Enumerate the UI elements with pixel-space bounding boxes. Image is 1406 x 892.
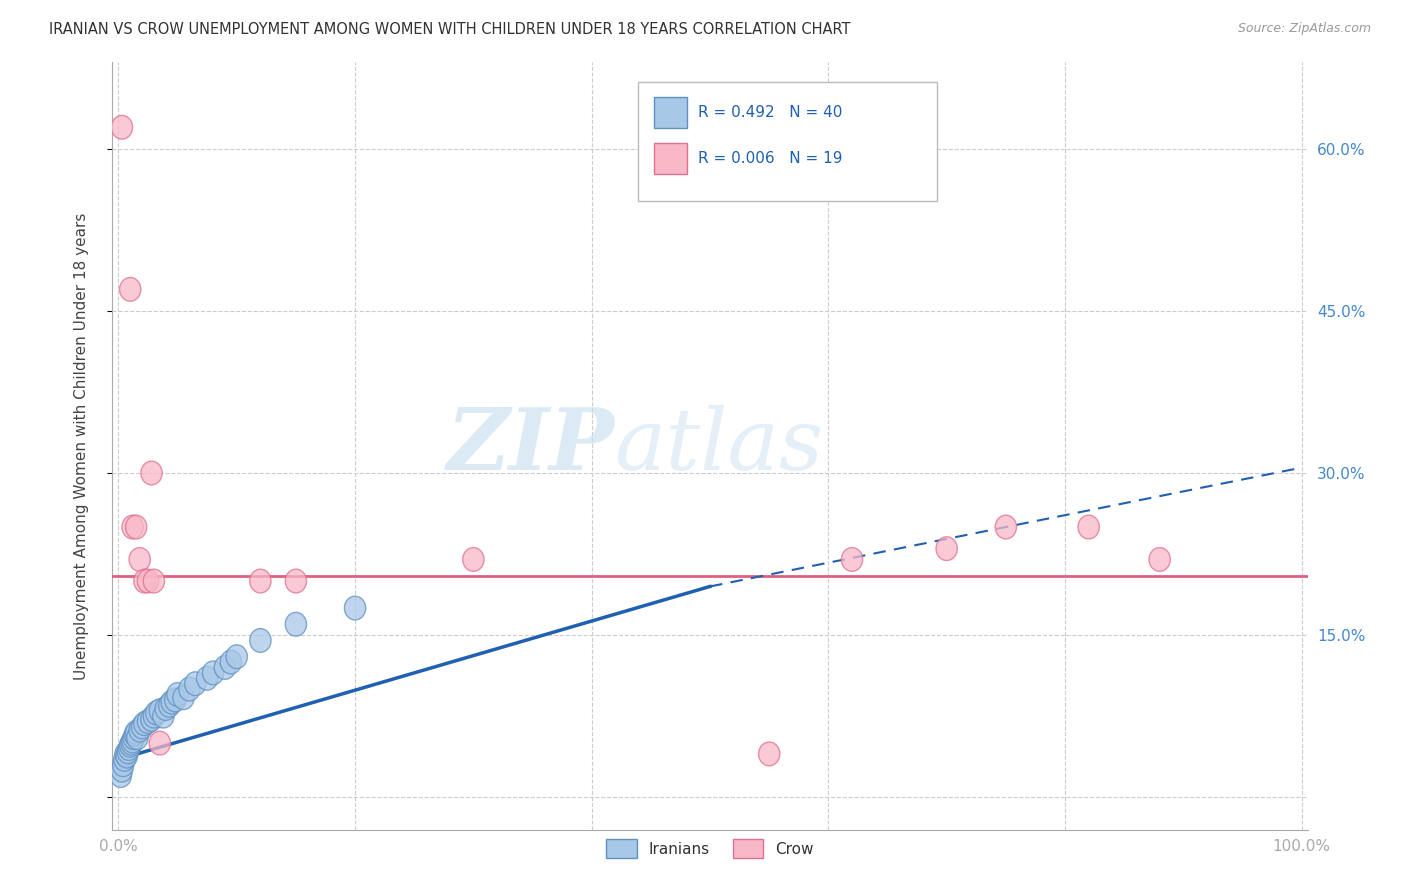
Ellipse shape	[141, 461, 162, 485]
Ellipse shape	[995, 516, 1017, 539]
Ellipse shape	[214, 656, 236, 680]
Ellipse shape	[1078, 516, 1099, 539]
Ellipse shape	[115, 742, 136, 766]
Ellipse shape	[285, 613, 307, 636]
Ellipse shape	[149, 698, 170, 723]
Y-axis label: Unemployment Among Women with Children Under 18 years: Unemployment Among Women with Children U…	[75, 212, 89, 680]
Ellipse shape	[250, 569, 271, 593]
Ellipse shape	[134, 712, 155, 736]
Ellipse shape	[125, 721, 146, 744]
FancyBboxPatch shape	[654, 97, 688, 128]
Ellipse shape	[162, 690, 183, 714]
Ellipse shape	[149, 731, 170, 755]
Ellipse shape	[122, 516, 143, 539]
Ellipse shape	[122, 729, 143, 753]
Ellipse shape	[463, 548, 484, 572]
Ellipse shape	[141, 707, 162, 731]
Ellipse shape	[114, 747, 135, 772]
Ellipse shape	[138, 569, 159, 593]
Ellipse shape	[143, 704, 165, 728]
Ellipse shape	[110, 764, 131, 788]
Ellipse shape	[111, 115, 132, 139]
Ellipse shape	[250, 629, 271, 652]
Ellipse shape	[1149, 548, 1170, 572]
Ellipse shape	[759, 742, 780, 766]
Text: R = 0.006   N = 19: R = 0.006 N = 19	[699, 151, 842, 166]
Ellipse shape	[120, 733, 141, 757]
Ellipse shape	[344, 596, 366, 620]
Ellipse shape	[226, 645, 247, 669]
Legend: Iranians, Crow: Iranians, Crow	[600, 833, 820, 864]
Ellipse shape	[117, 739, 139, 764]
Ellipse shape	[111, 758, 132, 782]
Ellipse shape	[221, 650, 242, 674]
Ellipse shape	[165, 688, 186, 712]
Ellipse shape	[936, 537, 957, 560]
Ellipse shape	[159, 693, 180, 717]
Ellipse shape	[184, 672, 205, 696]
Ellipse shape	[127, 726, 148, 749]
Ellipse shape	[124, 723, 146, 747]
Ellipse shape	[143, 569, 165, 593]
Ellipse shape	[125, 516, 146, 539]
Ellipse shape	[129, 548, 150, 572]
Ellipse shape	[173, 686, 194, 710]
Ellipse shape	[155, 697, 176, 721]
Text: Source: ZipAtlas.com: Source: ZipAtlas.com	[1237, 22, 1371, 36]
Ellipse shape	[118, 737, 139, 760]
Ellipse shape	[129, 718, 150, 742]
Ellipse shape	[153, 704, 174, 728]
Ellipse shape	[197, 666, 218, 690]
FancyBboxPatch shape	[654, 143, 688, 174]
Ellipse shape	[121, 731, 142, 755]
Ellipse shape	[120, 277, 141, 301]
Ellipse shape	[202, 661, 224, 685]
Ellipse shape	[124, 726, 145, 749]
Text: IRANIAN VS CROW UNEMPLOYMENT AMONG WOMEN WITH CHILDREN UNDER 18 YEARS CORRELATIO: IRANIAN VS CROW UNEMPLOYMENT AMONG WOMEN…	[49, 22, 851, 37]
Ellipse shape	[167, 682, 188, 706]
Ellipse shape	[117, 744, 138, 768]
Ellipse shape	[134, 569, 155, 593]
Ellipse shape	[112, 753, 134, 777]
Ellipse shape	[841, 548, 863, 572]
Text: ZIP: ZIP	[447, 404, 614, 488]
Text: atlas: atlas	[614, 405, 824, 487]
Ellipse shape	[285, 569, 307, 593]
Text: R = 0.492   N = 40: R = 0.492 N = 40	[699, 104, 842, 120]
Ellipse shape	[179, 677, 200, 701]
Ellipse shape	[146, 701, 167, 725]
Ellipse shape	[131, 715, 153, 739]
Ellipse shape	[138, 710, 159, 733]
FancyBboxPatch shape	[638, 81, 938, 201]
